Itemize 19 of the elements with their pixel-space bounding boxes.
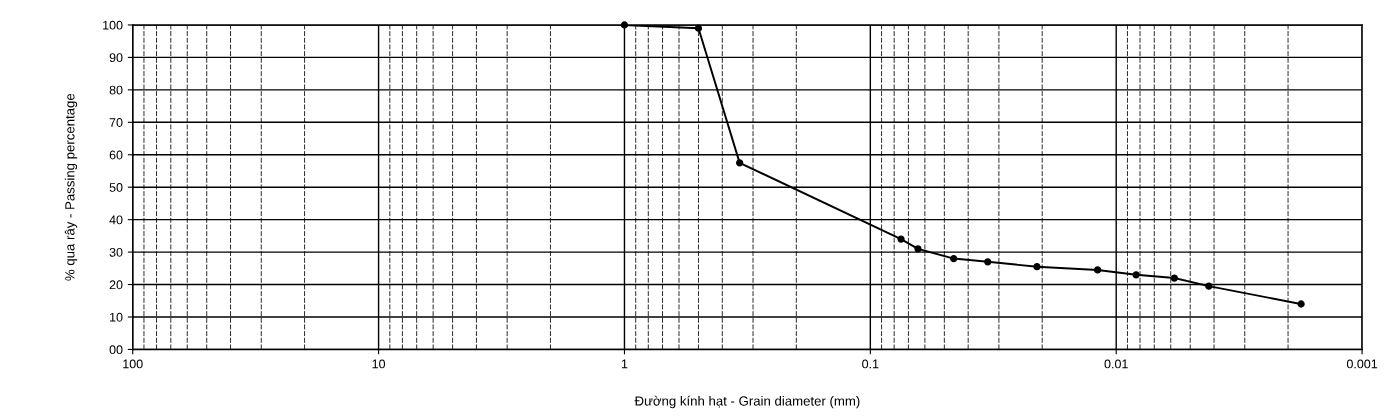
x-tick-label: 0.001 <box>1346 359 1378 369</box>
y-axis-title: % qua rây - Passing percentage <box>64 93 78 281</box>
y-tick-label: 10 <box>110 312 123 322</box>
y-tick-label: 70 <box>109 118 123 127</box>
y-tick-label: 100 <box>103 20 123 30</box>
y-tick-label: 30 <box>109 247 123 257</box>
x-axis-title: Đường kính hạt - Grain diameter (mm) <box>634 395 860 409</box>
y-tick-label: 20 <box>109 280 123 290</box>
x-tick-label: 0.01 <box>1104 359 1128 369</box>
y-tick-label: 90 <box>109 53 123 63</box>
x-tick-label: 0.1 <box>862 359 879 369</box>
y-tick-label: 60 <box>109 150 123 160</box>
y-tick-label: 50 <box>109 183 123 192</box>
x-tick-label: 10 <box>372 359 386 369</box>
x-tick-label: 100 <box>123 359 143 369</box>
y-tick-label: 40 <box>109 215 123 225</box>
y-tick-label: 00 <box>109 345 123 355</box>
x-tick-label: 1 <box>621 359 628 369</box>
y-tick-label: 80 <box>109 85 123 95</box>
